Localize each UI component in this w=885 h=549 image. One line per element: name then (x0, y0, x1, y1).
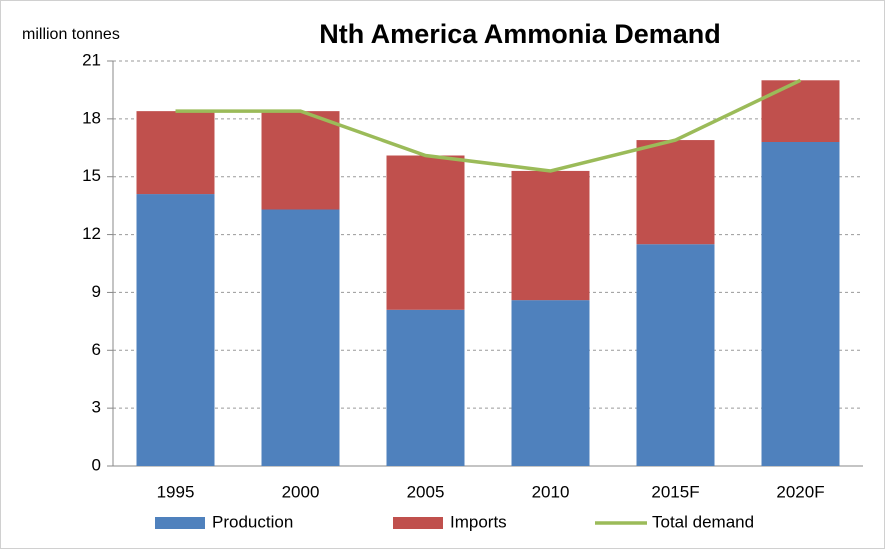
bar (386, 155, 465, 310)
legend-label: Total demand (652, 512, 754, 531)
legend-label: Imports (450, 512, 507, 531)
bar (261, 209, 340, 466)
legend-label: Production (212, 512, 293, 531)
legend-swatch (393, 517, 443, 529)
legend-swatch (155, 517, 205, 529)
x-tick-label: 2000 (282, 482, 320, 501)
bar (136, 111, 215, 195)
bar (136, 194, 215, 467)
y-tick-label: 12 (82, 224, 101, 243)
y-tick-label: 3 (92, 398, 101, 417)
y-tick-label: 9 (92, 282, 101, 301)
y-tick-label: 21 (82, 50, 101, 69)
x-tick-label: 2015F (651, 482, 699, 501)
y-axis-label: million tonnes (22, 26, 120, 43)
chart-title: Nth America Ammonia Demand (319, 19, 721, 49)
bar (761, 80, 840, 142)
x-tick-label: 1995 (157, 482, 195, 501)
bar (636, 140, 715, 245)
x-tick-label: 2005 (407, 482, 445, 501)
x-tick-label: 2020F (776, 482, 824, 501)
x-tick-label: 2010 (532, 482, 570, 501)
bar (511, 300, 590, 466)
y-tick-label: 18 (82, 108, 101, 127)
y-tick-label: 15 (82, 166, 101, 185)
bar (636, 244, 715, 466)
y-tick-label: 6 (92, 340, 101, 359)
bar (261, 111, 340, 210)
bar (386, 309, 465, 466)
bar (511, 170, 590, 301)
line (175, 78, 802, 173)
y-tick-label: 0 (92, 455, 101, 474)
bar (761, 142, 840, 466)
